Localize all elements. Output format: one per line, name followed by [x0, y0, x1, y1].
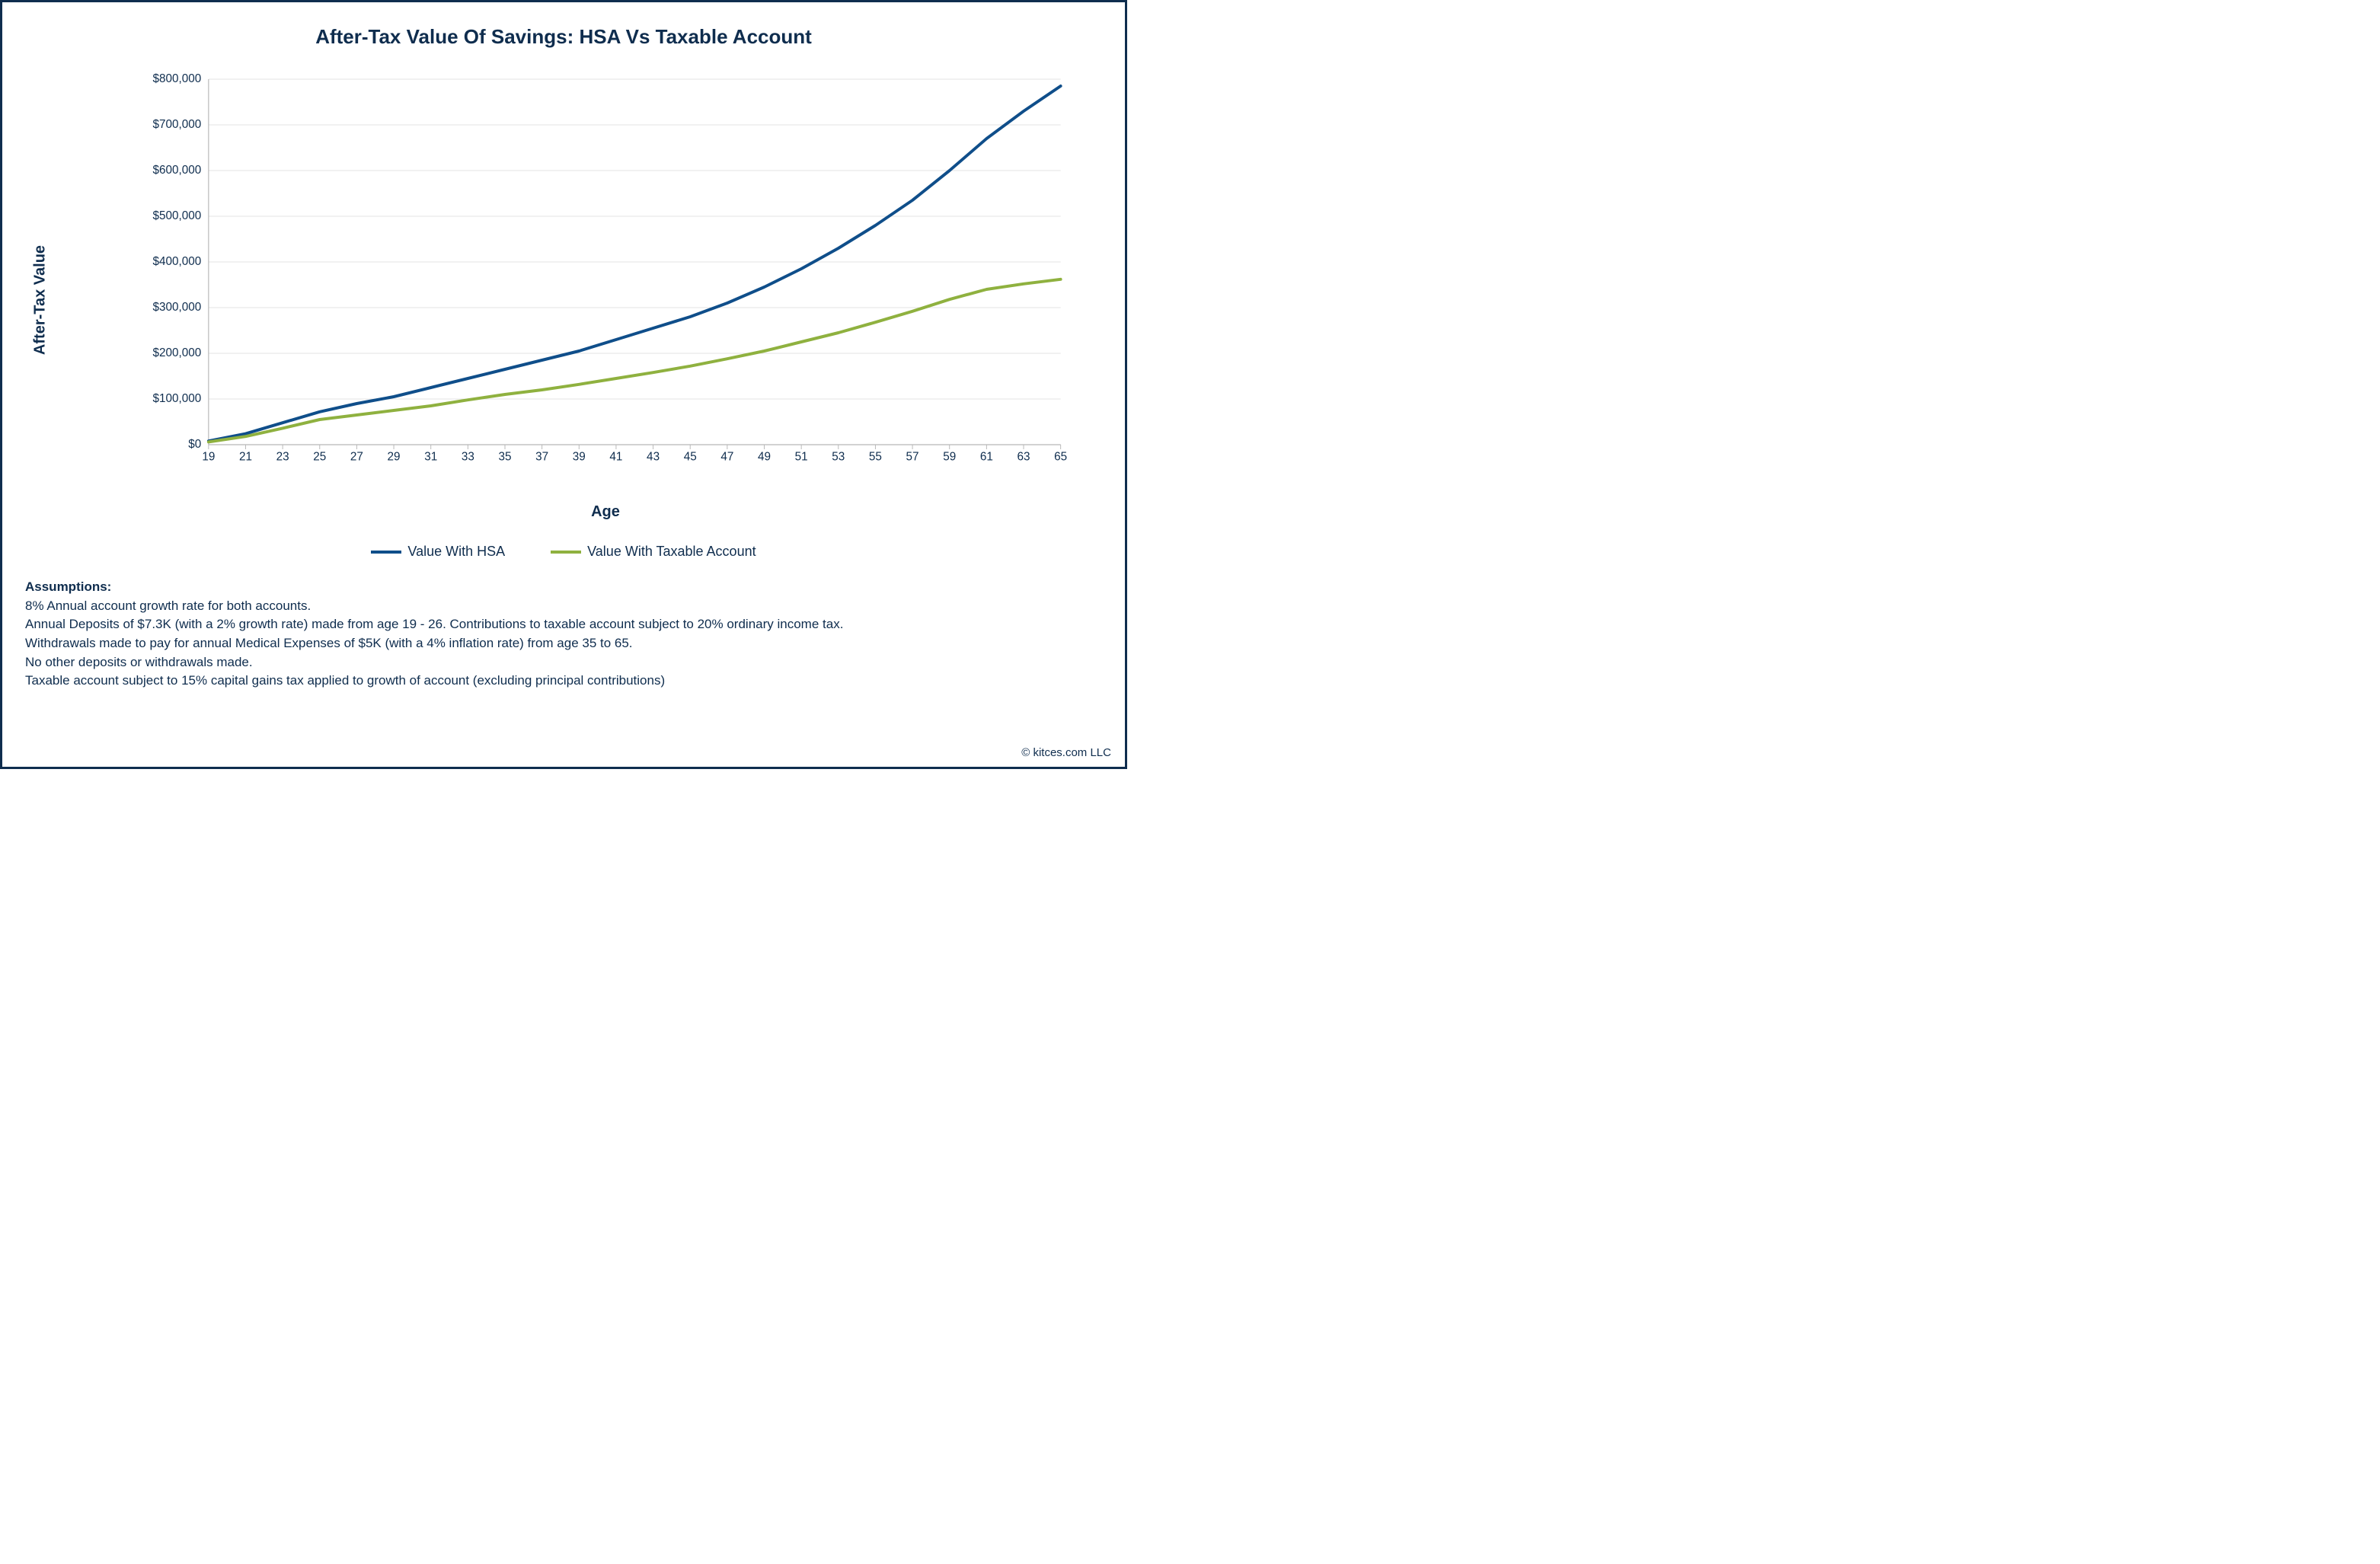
legend-swatch-taxable — [551, 551, 581, 554]
svg-text:33: 33 — [462, 450, 474, 463]
svg-text:63: 63 — [1017, 450, 1030, 463]
legend: Value With HSA Value With Taxable Accoun… — [25, 544, 1102, 560]
assumptions-block: Assumptions: 8% Annual account growth ra… — [25, 578, 1102, 691]
svg-text:29: 29 — [388, 450, 401, 463]
legend-swatch-hsa — [371, 551, 401, 554]
copyright-text: © kitces.com LLC — [1021, 746, 1111, 759]
assumptions-heading: Assumptions: — [25, 578, 1102, 597]
legend-label-hsa: Value With HSA — [407, 544, 505, 560]
svg-text:39: 39 — [573, 450, 586, 463]
y-axis-title: After-Tax Value — [32, 245, 50, 355]
svg-text:$400,000: $400,000 — [153, 255, 202, 268]
svg-text:$300,000: $300,000 — [153, 301, 202, 314]
svg-text:$800,000: $800,000 — [153, 72, 202, 85]
legend-label-taxable: Value With Taxable Account — [587, 544, 756, 560]
assumptions-line: Annual Deposits of $7.3K (with a 2% grow… — [25, 615, 1102, 634]
legend-item-hsa: Value With HSA — [371, 544, 505, 560]
chart-area: After-Tax Value $0 $100,000 $200,000 $300,0… — [25, 64, 1102, 536]
plot-region: $0 $100,000 $200,000 $300,000 $400,000 $500,0… — [139, 72, 1072, 475]
svg-text:41: 41 — [609, 450, 622, 463]
chart-frame: After-Tax Value Of Savings: HSA Vs Taxab… — [0, 0, 1127, 769]
svg-text:19: 19 — [202, 450, 215, 463]
svg-text:47: 47 — [720, 450, 733, 463]
svg-text:$200,000: $200,000 — [153, 346, 202, 359]
svg-text:45: 45 — [684, 450, 697, 463]
svg-text:21: 21 — [239, 450, 252, 463]
chart-title: After-Tax Value Of Savings: HSA Vs Taxab… — [25, 25, 1102, 49]
assumptions-line: Taxable account subject to 15% capital g… — [25, 672, 1102, 691]
svg-text:$500,000: $500,000 — [153, 209, 202, 222]
svg-text:$0: $0 — [188, 438, 201, 451]
svg-text:51: 51 — [795, 450, 808, 463]
svg-text:53: 53 — [832, 450, 845, 463]
svg-text:49: 49 — [758, 450, 771, 463]
svg-text:37: 37 — [535, 450, 548, 463]
svg-text:27: 27 — [350, 450, 363, 463]
legend-item-taxable: Value With Taxable Account — [551, 544, 756, 560]
x-axis-title: Age — [139, 503, 1072, 521]
svg-text:43: 43 — [647, 450, 660, 463]
assumptions-line: 8% Annual account growth rate for both a… — [25, 597, 1102, 616]
svg-text:23: 23 — [276, 450, 289, 463]
svg-text:61: 61 — [980, 450, 993, 463]
assumptions-line: No other deposits or withdrawals made. — [25, 653, 1102, 672]
svg-text:$600,000: $600,000 — [153, 164, 202, 177]
svg-text:$700,000: $700,000 — [153, 118, 202, 131]
svg-text:31: 31 — [424, 450, 437, 463]
line-chart-svg: $0 $100,000 $200,000 $300,000 $400,000 $500,0… — [139, 72, 1072, 475]
svg-text:59: 59 — [943, 450, 956, 463]
svg-text:57: 57 — [906, 450, 919, 463]
svg-text:$100,000: $100,000 — [153, 392, 202, 405]
assumptions-line: Withdrawals made to pay for annual Medic… — [25, 634, 1102, 653]
svg-text:35: 35 — [498, 450, 511, 463]
svg-text:55: 55 — [869, 450, 882, 463]
svg-text:25: 25 — [313, 450, 326, 463]
svg-text:65: 65 — [1054, 450, 1067, 463]
